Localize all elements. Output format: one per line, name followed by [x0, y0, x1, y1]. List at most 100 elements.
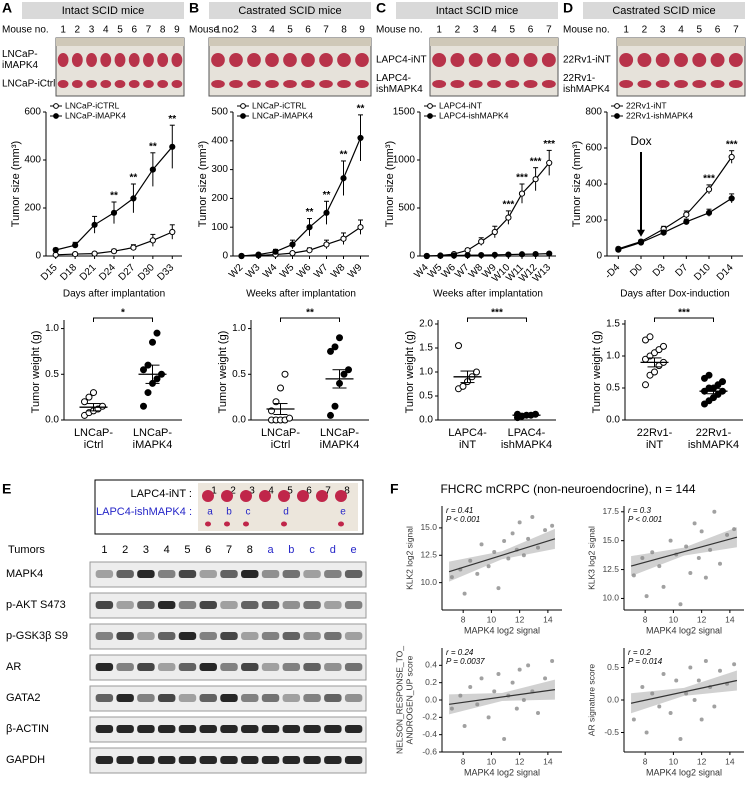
blot-band — [116, 725, 134, 733]
significance: *** — [491, 308, 503, 319]
blot-band — [157, 663, 176, 671]
mouse-number: 8 — [160, 25, 166, 36]
significance: *** — [726, 139, 738, 150]
blot-band — [324, 725, 342, 733]
tumor — [259, 490, 271, 502]
lane-letter: a — [207, 507, 213, 518]
x-tick-label: 8 — [461, 756, 466, 766]
lane-letter: c — [246, 507, 251, 518]
significance: *** — [543, 139, 555, 150]
title-bar — [396, 2, 558, 19]
data-point — [449, 706, 454, 711]
stat-label: r = 0.2 — [628, 648, 651, 657]
legend-marker — [53, 103, 59, 109]
blot-band — [344, 694, 363, 702]
x-tick-label: 10 — [669, 756, 679, 766]
x-tick-label: W3 — [244, 262, 263, 281]
tumor — [355, 80, 369, 88]
blot-band — [344, 756, 363, 764]
tumor — [143, 80, 154, 88]
x-tick-label: W4 — [261, 262, 280, 281]
x-axis-label: MAPK4 log2 signal — [464, 767, 540, 777]
y-tick-label: 200 — [24, 203, 41, 214]
data-point — [169, 228, 176, 236]
title-bar — [583, 2, 745, 19]
data-point — [661, 584, 666, 589]
data-point — [464, 252, 471, 259]
panel-label: E — [2, 481, 11, 497]
data-point — [336, 334, 343, 342]
x-tick-label: 14 — [725, 756, 735, 766]
blot-band — [116, 632, 134, 640]
data-point — [52, 246, 59, 254]
x-axis-label: MAPK4 log2 signal — [646, 767, 722, 777]
x-axis-label: Days after implantation — [63, 289, 165, 300]
blot-band — [303, 663, 321, 671]
fit-line — [448, 538, 556, 573]
data-point — [678, 602, 683, 607]
data-point — [149, 338, 156, 346]
legend-label: 22Rv1-iNT — [626, 100, 667, 110]
y-tick-label: -0.5 — [604, 727, 619, 737]
data-point — [492, 549, 497, 554]
blot-band — [199, 663, 217, 671]
tumor — [114, 80, 126, 88]
series-line — [426, 253, 550, 257]
tumor — [523, 80, 538, 88]
y-tick-label: 0.0 — [419, 415, 433, 426]
blot-band — [282, 756, 301, 764]
data-point — [85, 393, 93, 401]
mouse-label: Mouse no. — [189, 25, 236, 36]
series-line — [618, 156, 733, 250]
data-point — [637, 239, 645, 246]
tumor — [655, 80, 670, 88]
data-point — [130, 244, 137, 251]
lane-letter: e — [340, 507, 346, 518]
blot-band — [199, 694, 217, 702]
tumor — [224, 521, 230, 527]
data-point — [340, 370, 348, 378]
data-point — [699, 529, 704, 534]
y-tick-label: 1.0 — [232, 323, 246, 334]
y-tick-label: 0.2 — [425, 677, 437, 687]
data-point — [455, 342, 462, 350]
data-point — [642, 381, 649, 389]
mouse-number: 2 — [455, 25, 461, 36]
blot-band — [199, 756, 217, 764]
tumor-photo — [198, 483, 358, 531]
mouse-number: 3 — [89, 25, 95, 36]
mouse-number: 1 — [60, 25, 66, 36]
data-point — [462, 591, 467, 596]
tumor — [432, 80, 447, 88]
tumor — [205, 521, 211, 527]
tumor — [319, 80, 333, 88]
blot-band — [116, 756, 134, 764]
blot-band — [303, 632, 321, 640]
panel-label: D — [563, 0, 573, 16]
data-point — [732, 527, 737, 532]
y-tick-label: 400 — [24, 155, 41, 166]
tumor — [523, 53, 538, 67]
blot-band — [178, 601, 197, 609]
y-axis-label: Tumor weight (g) — [217, 331, 229, 414]
y-tick-label: 1000 — [393, 155, 416, 166]
series-line — [426, 162, 550, 257]
blot-band — [116, 663, 134, 671]
blot-band — [220, 756, 238, 764]
legend-label: 22Rv1-ishMAPK4 — [626, 110, 693, 120]
data-point — [705, 371, 713, 379]
blot-band — [344, 663, 363, 671]
tumor — [114, 53, 126, 67]
data-point — [486, 715, 491, 720]
tumor — [247, 80, 261, 88]
mouse-label: Mouse no. — [563, 25, 610, 36]
blot-band — [282, 725, 301, 733]
data-point — [357, 224, 364, 231]
data-point — [272, 248, 279, 255]
data-point — [536, 711, 540, 715]
mouse-number: 7 — [146, 25, 152, 36]
data-point — [646, 333, 654, 341]
blot-band — [199, 725, 217, 733]
legend-label: LAPC4-iNT — [439, 100, 482, 110]
significance: *** — [678, 308, 690, 319]
